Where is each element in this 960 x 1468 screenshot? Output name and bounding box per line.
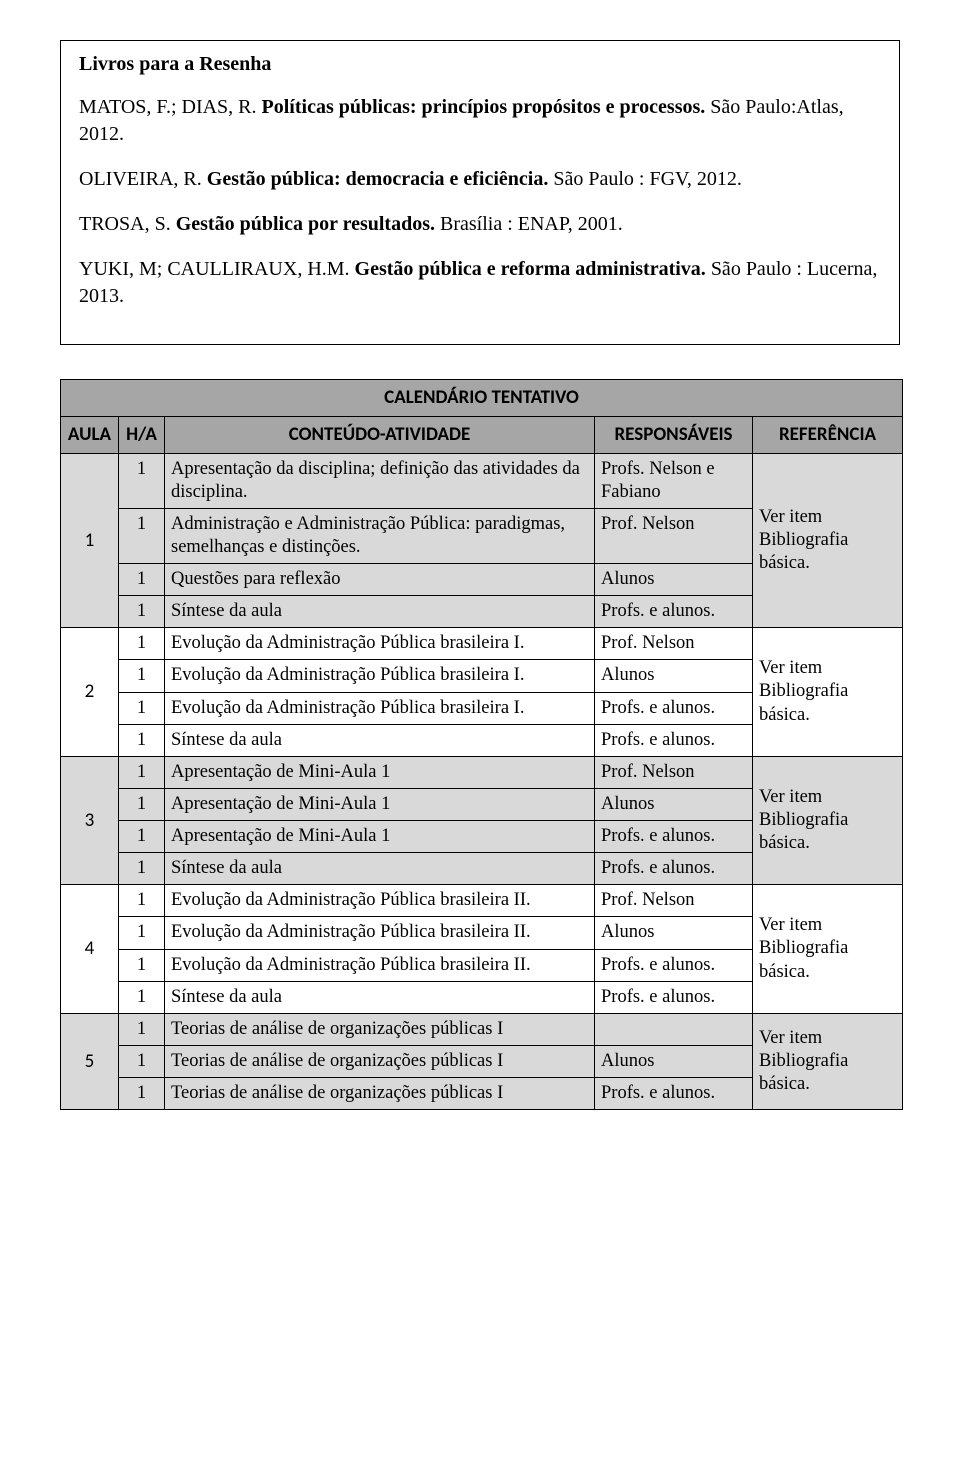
table-row: 4 1 Evolução da Administração Pública br…: [61, 885, 903, 917]
aula-number: 2: [61, 628, 119, 757]
calendar-table: CALENDÁRIO TENTATIVO AULA H/A CONTEÚDO-A…: [60, 379, 903, 1110]
col-resp: RESPONSÁVEIS: [595, 416, 753, 453]
content-text: Síntese da aula: [165, 853, 595, 885]
resp-text: Profs. e alunos.: [595, 724, 753, 756]
ha-value: 1: [119, 821, 165, 853]
resp-text: Profs. e alunos.: [595, 949, 753, 981]
resp-text: Profs. e alunos.: [595, 596, 753, 628]
content-text: Síntese da aula: [165, 596, 595, 628]
aula-number: 5: [61, 1013, 119, 1109]
col-ref: REFERÊNCIA: [753, 416, 903, 453]
ha-value: 1: [119, 853, 165, 885]
ha-value: 1: [119, 981, 165, 1013]
content-text: Evolução da Administração Pública brasil…: [165, 949, 595, 981]
resp-text: Alunos: [595, 917, 753, 949]
ref-text: Ver item Bibliografia básica.: [753, 1013, 903, 1109]
aula-number: 3: [61, 756, 119, 885]
resp-text: Profs. e alunos.: [595, 981, 753, 1013]
references-box-title: Livros para a Resenha: [79, 53, 881, 76]
content-text: Evolução da Administração Pública brasil…: [165, 660, 595, 692]
ref-text: Ver item Bibliografia básica.: [753, 453, 903, 628]
resp-text: Profs. e alunos.: [595, 821, 753, 853]
col-conteudo: CONTEÚDO-ATIVIDADE: [165, 416, 595, 453]
ref-pre: MATOS, F.; DIAS, R.: [79, 96, 262, 118]
ha-value: 1: [119, 724, 165, 756]
ha-value: 1: [119, 756, 165, 788]
content-text: Apresentação da disciplina; definição da…: [165, 453, 595, 508]
ha-value: 1: [119, 949, 165, 981]
resp-text: Alunos: [595, 788, 753, 820]
ref-text: Ver item Bibliografia básica.: [753, 756, 903, 885]
reference-entry: OLIVEIRA, R. Gestão pública: democracia …: [79, 166, 881, 193]
ha-value: 1: [119, 508, 165, 563]
content-text: Administração e Administração Pública: p…: [165, 508, 595, 563]
ref-pre: TROSA, S.: [79, 213, 176, 235]
resp-text: Alunos: [595, 564, 753, 596]
content-text: Evolução da Administração Pública brasil…: [165, 917, 595, 949]
reference-entry: MATOS, F.; DIAS, R. Políticas públicas: …: [79, 94, 881, 148]
content-text: Evolução da Administração Pública brasil…: [165, 692, 595, 724]
references-box: Livros para a Resenha MATOS, F.; DIAS, R…: [60, 40, 900, 345]
ha-value: 1: [119, 1045, 165, 1077]
col-aula: AULA: [61, 416, 119, 453]
resp-text: [595, 1013, 753, 1045]
content-text: Apresentação de Mini-Aula 1: [165, 756, 595, 788]
ha-value: 1: [119, 1013, 165, 1045]
ref-bold: Políticas públicas: princípios propósito…: [262, 96, 711, 118]
content-text: Síntese da aula: [165, 981, 595, 1013]
ref-pre: YUKI, M; CAULLIRAUX, H.M.: [79, 258, 355, 280]
ha-value: 1: [119, 660, 165, 692]
resp-text: Profs. e alunos.: [595, 692, 753, 724]
content-text: Evolução da Administração Pública brasil…: [165, 628, 595, 660]
ha-value: 1: [119, 453, 165, 508]
content-text: Apresentação de Mini-Aula 1: [165, 788, 595, 820]
ha-value: 1: [119, 564, 165, 596]
ha-value: 1: [119, 692, 165, 724]
content-text: Síntese da aula: [165, 724, 595, 756]
table-row: 5 1 Teorias de análise de organizações p…: [61, 1013, 903, 1045]
content-text: Apresentação de Mini-Aula 1: [165, 821, 595, 853]
ha-value: 1: [119, 596, 165, 628]
table-title: CALENDÁRIO TENTATIVO: [61, 380, 903, 417]
reference-entry: TROSA, S. Gestão pública por resultados.…: [79, 211, 881, 238]
ha-value: 1: [119, 917, 165, 949]
aula-number: 1: [61, 453, 119, 628]
resp-text: Alunos: [595, 1045, 753, 1077]
ref-text: Ver item Bibliografia básica.: [753, 885, 903, 1014]
resp-text: Profs. e alunos.: [595, 1078, 753, 1110]
resp-text: Prof. Nelson: [595, 756, 753, 788]
table-header-row: AULA H/A CONTEÚDO-ATIVIDADE RESPONSÁVEIS…: [61, 416, 903, 453]
page: Livros para a Resenha MATOS, F.; DIAS, R…: [0, 0, 960, 1150]
ha-value: 1: [119, 788, 165, 820]
resp-text: Profs. e alunos.: [595, 853, 753, 885]
table-row: 2 1 Evolução da Administração Pública br…: [61, 628, 903, 660]
ref-pre: OLIVEIRA, R.: [79, 168, 207, 190]
content-text: Teorias de análise de organizações públi…: [165, 1045, 595, 1077]
ha-value: 1: [119, 1078, 165, 1110]
content-text: Teorias de análise de organizações públi…: [165, 1013, 595, 1045]
content-text: Questões para reflexão: [165, 564, 595, 596]
table-row: 3 1 Apresentação de Mini-Aula 1 Prof. Ne…: [61, 756, 903, 788]
ref-bold: Gestão pública por resultados.: [176, 213, 440, 235]
content-text: Evolução da Administração Pública brasil…: [165, 885, 595, 917]
content-text: Teorias de análise de organizações públi…: [165, 1078, 595, 1110]
ref-post: São Paulo : FGV, 2012.: [553, 168, 742, 190]
ref-bold: Gestão pública e reforma administrativa.: [355, 258, 711, 280]
reference-entry: YUKI, M; CAULLIRAUX, H.M. Gestão pública…: [79, 256, 881, 310]
table-row: 1 1 Apresentação da disciplina; definiçã…: [61, 453, 903, 508]
resp-text: Prof. Nelson: [595, 885, 753, 917]
ha-value: 1: [119, 885, 165, 917]
col-ha: H/A: [119, 416, 165, 453]
ref-post: Brasília : ENAP, 2001.: [440, 213, 623, 235]
aula-number: 4: [61, 885, 119, 1014]
table-title-row: CALENDÁRIO TENTATIVO: [61, 380, 903, 417]
ha-value: 1: [119, 628, 165, 660]
ref-bold: Gestão pública: democracia e eficiência.: [207, 168, 554, 190]
resp-text: Prof. Nelson: [595, 628, 753, 660]
resp-text: Prof. Nelson: [595, 508, 753, 563]
ref-text: Ver item Bibliografia básica.: [753, 628, 903, 757]
resp-text: Alunos: [595, 660, 753, 692]
resp-text: Profs. Nelson e Fabiano: [595, 453, 753, 508]
